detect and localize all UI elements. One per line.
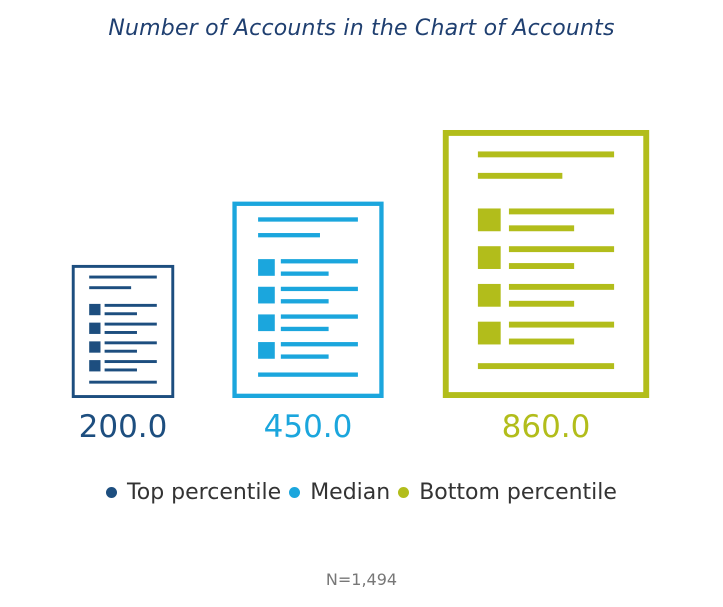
document-line-median: [280, 354, 329, 359]
document-bullet-top-percentile: [89, 303, 101, 316]
document-line-bottom-percentile: [508, 283, 615, 290]
document-line-median: [258, 372, 358, 377]
document-line-top-percentile: [104, 303, 157, 307]
document-line-median: [280, 259, 358, 264]
document-bullet-median: [258, 286, 275, 304]
document-line-top-percentile: [104, 312, 137, 316]
chart-legend: Top percentile Median Bottom percentile: [0, 480, 723, 505]
document-line-median: [280, 271, 329, 276]
document-line-top-percentile: [89, 380, 157, 384]
document-bullet-top-percentile: [89, 341, 101, 353]
legend-label-bottom-percentile: Bottom percentile: [419, 480, 617, 505]
document-bullet-bottom-percentile: [477, 208, 501, 232]
document-line-median: [280, 326, 329, 332]
document-line-median: [258, 217, 358, 222]
document-line-bottom-percentile: [508, 300, 575, 307]
legend-dot-bottom-percentile: [398, 487, 410, 498]
document-line-median: [280, 314, 358, 319]
document-line-bottom-percentile: [508, 208, 615, 215]
document-line-bottom-percentile: [477, 172, 563, 179]
document-bullet-bottom-percentile: [477, 246, 501, 269]
document-bullet-median: [258, 314, 275, 332]
document-line-top-percentile: [89, 286, 132, 290]
document-bullet-bottom-percentile: [477, 321, 501, 345]
document-line-median: [280, 342, 358, 347]
value-label-bottom-percentile: 860.0: [502, 409, 591, 445]
legend-label-median: Median: [310, 480, 391, 505]
document-bullet-top-percentile: [89, 322, 101, 334]
document-line-bottom-percentile: [508, 246, 615, 253]
legend-item-median: Median: [289, 480, 390, 505]
document-line-top-percentile: [104, 368, 137, 372]
document-line-top-percentile: [104, 349, 137, 353]
legend-dot-median: [289, 487, 301, 498]
document-line-median: [280, 299, 329, 304]
document-icon-median: [232, 201, 384, 399]
legend-label-top-percentile: Top percentile: [127, 480, 282, 505]
document-line-bottom-percentile: [477, 151, 615, 158]
document-line-top-percentile: [104, 341, 157, 345]
document-line-median: [258, 233, 320, 238]
document-line-bottom-percentile: [508, 263, 575, 269]
sample-size-note: N=1,494: [325, 570, 398, 589]
document-line-top-percentile: [104, 360, 157, 364]
chart-title: Number of Accounts in the Chart of Accou…: [108, 16, 615, 41]
document-icon-top-percentile: [71, 264, 175, 399]
document-line-bottom-percentile: [477, 363, 615, 370]
document-line-bottom-percentile: [508, 225, 575, 232]
document-line-top-percentile: [89, 275, 157, 279]
value-label-median: 450.0: [264, 409, 353, 445]
value-label-top-percentile: 200.0: [79, 409, 168, 445]
document-line-bottom-percentile: [508, 321, 615, 328]
document-line-bottom-percentile: [508, 338, 575, 345]
document-line-top-percentile: [104, 331, 137, 334]
document-bullet-median: [258, 342, 275, 359]
legend-item-bottom-percentile: Bottom percentile: [398, 480, 617, 505]
legend-dot-top-percentile: [106, 487, 118, 498]
document-bullet-bottom-percentile: [477, 283, 501, 307]
document-line-median: [280, 286, 358, 292]
document-line-top-percentile: [104, 322, 157, 326]
legend-item-top-percentile: Top percentile: [106, 480, 281, 505]
document-bullet-median: [258, 259, 275, 276]
document-icon-bottom-percentile: [442, 129, 650, 399]
document-bullet-top-percentile: [89, 360, 101, 372]
